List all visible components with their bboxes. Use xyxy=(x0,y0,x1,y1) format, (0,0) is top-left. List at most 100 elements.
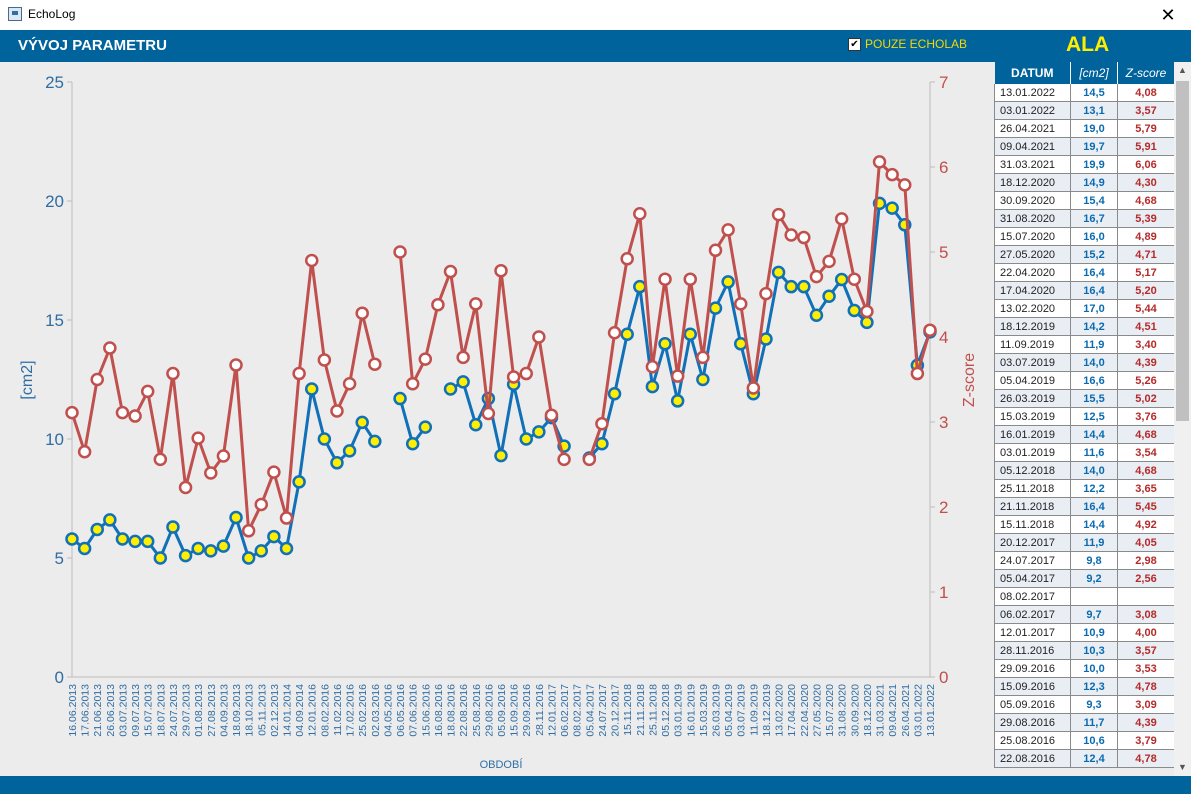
zscore-series-point xyxy=(128,409,142,423)
table-row[interactable]: 18.12.2020 14,9 4,30 xyxy=(994,173,1175,192)
table-row[interactable]: 31.08.2020 16,7 5,39 xyxy=(994,209,1175,228)
table-row[interactable]: 25.11.2018 12,2 3,65 xyxy=(994,479,1175,498)
row-zscore: 3,53 xyxy=(1117,659,1175,678)
table-row[interactable]: 13.02.2020 17,0 5,44 xyxy=(994,299,1175,318)
zscore-series-point xyxy=(254,497,269,512)
scroll-up-icon[interactable]: ▲ xyxy=(1174,62,1191,79)
row-zscore: 4,39 xyxy=(1117,353,1175,372)
table-row[interactable]: 03.01.2019 11,6 3,54 xyxy=(994,443,1175,462)
table-row[interactable]: 08.02.2017 xyxy=(994,587,1175,606)
zscore-series-point xyxy=(166,366,180,381)
row-zscore: 4,30 xyxy=(1117,173,1175,192)
parameter-code: ALA xyxy=(1066,33,1110,56)
column-header-zscore[interactable]: Z-score xyxy=(1117,62,1175,84)
zscore-series-point xyxy=(519,366,533,381)
x-tick-label: 11.02.2016 xyxy=(332,684,344,736)
scrollbar-thumb[interactable] xyxy=(1176,81,1189,421)
table-row[interactable]: 15.11.2018 14,4 4,92 xyxy=(994,515,1175,534)
table-row[interactable]: 18.12.2019 14,2 4,51 xyxy=(994,317,1175,336)
table-row[interactable]: 22.04.2020 16,4 5,17 xyxy=(994,263,1175,282)
table-row[interactable]: 05.04.2017 9,2 2,56 xyxy=(994,569,1175,588)
x-tick-label: 18.12.2020 xyxy=(862,684,874,737)
row-value: 19,0 xyxy=(1070,119,1118,138)
close-button[interactable]: ✕ xyxy=(1160,5,1176,25)
row-date: 31.08.2020 xyxy=(994,209,1071,228)
table-row[interactable]: 17.04.2020 16,4 5,20 xyxy=(994,281,1175,300)
table-row[interactable]: 06.02.2017 9,7 3,08 xyxy=(994,605,1175,624)
cm2-series-point xyxy=(670,394,685,408)
table-row[interactable]: 15.03.2019 12,5 3,76 xyxy=(994,407,1175,426)
table-row[interactable]: 13.01.2022 14,5 4,08 xyxy=(994,84,1175,102)
cm2-series-point xyxy=(103,513,117,527)
x-tick-label: 05.04.2019 xyxy=(723,684,735,737)
table-row[interactable]: 15.09.2016 12,3 4,78 xyxy=(994,677,1175,696)
table-row[interactable]: 16.01.2019 14,4 4,68 xyxy=(994,425,1175,444)
x-tick-label: 03.07.2013 xyxy=(117,684,129,737)
row-zscore: 4,89 xyxy=(1117,227,1175,246)
echolab-checkbox[interactable]: ✔ xyxy=(848,38,861,51)
row-value: 12,2 xyxy=(1070,479,1118,498)
x-tick-label: 24.07.2013 xyxy=(168,684,180,737)
table-row[interactable]: 03.07.2019 14,0 4,39 xyxy=(994,353,1175,372)
x-tick-label: 24.07.2017 xyxy=(597,684,609,737)
x-tick-label: 29.07.2013 xyxy=(181,684,193,737)
x-tick-label: 21.06.2013 xyxy=(92,684,104,737)
row-zscore: 5,26 xyxy=(1117,371,1175,390)
zscore-series-point xyxy=(544,408,559,422)
table-row[interactable]: 26.03.2019 15,5 5,02 xyxy=(994,389,1175,408)
x-tick-label: 29.09.2016 xyxy=(521,684,533,737)
zscore-series-point xyxy=(784,228,798,242)
table-row[interactable]: 30.09.2020 15,4 4,68 xyxy=(994,191,1175,210)
table-row[interactable]: 05.04.2019 16,6 5,26 xyxy=(994,371,1175,390)
table-row[interactable]: 22.08.2016 12,4 4,78 xyxy=(994,749,1175,768)
scroll-down-icon[interactable]: ▼ xyxy=(1174,759,1191,776)
table-row[interactable]: 26.04.2021 19,0 5,79 xyxy=(994,119,1175,138)
table-row[interactable]: 03.01.2022 13,1 3,57 xyxy=(994,101,1175,120)
table-row[interactable]: 28.11.2016 10,3 3,57 xyxy=(994,641,1175,660)
table-row[interactable]: 20.12.2017 11,9 4,05 xyxy=(994,533,1175,552)
zscore-series-point xyxy=(494,263,508,278)
zscore-series-point xyxy=(267,465,281,479)
table-scrollbar[interactable]: ▲ ▼ xyxy=(1174,62,1191,776)
zscore-series-point xyxy=(910,366,925,381)
cm2-series-point xyxy=(494,448,508,463)
cm2-series-point xyxy=(153,551,168,565)
zscore-series-point xyxy=(279,511,294,525)
table-row[interactable]: 29.09.2016 10,0 3,53 xyxy=(994,659,1175,678)
table-row[interactable]: 12.01.2017 10,9 4,00 xyxy=(994,623,1175,642)
cm2-series-point xyxy=(267,529,281,544)
y-tick-label: 20 xyxy=(45,192,64,211)
cm2-series-point xyxy=(708,301,723,315)
row-date: 17.04.2020 xyxy=(994,281,1071,300)
table-row[interactable]: 27.05.2020 15,2 4,71 xyxy=(994,245,1175,264)
zscore-series-point xyxy=(292,366,306,381)
row-value: 19,9 xyxy=(1070,155,1118,174)
row-value: 14,4 xyxy=(1070,425,1118,444)
table-row[interactable]: 25.08.2016 10,6 3,79 xyxy=(994,731,1175,750)
column-header-date[interactable]: DATUM xyxy=(994,62,1071,84)
table-row[interactable]: 05.09.2016 9,3 3,09 xyxy=(994,695,1175,714)
zscore-series-point xyxy=(481,406,496,421)
cm2-series-point xyxy=(279,541,294,556)
x-tick-label: 18.09.2013 xyxy=(231,684,243,737)
row-value: 16,7 xyxy=(1070,209,1118,228)
table-row[interactable]: 11.09.2019 11,9 3,40 xyxy=(994,335,1175,354)
table-row[interactable]: 09.04.2021 19,7 5,91 xyxy=(994,137,1175,156)
row-date: 15.09.2016 xyxy=(994,677,1071,696)
table-row[interactable]: 31.03.2021 19,9 6,06 xyxy=(994,155,1175,174)
row-zscore xyxy=(1117,587,1175,606)
row-value: 16,4 xyxy=(1070,281,1118,300)
row-date: 18.12.2019 xyxy=(994,317,1071,336)
table-row[interactable]: 29.08.2016 11,7 4,39 xyxy=(994,713,1175,732)
table-row[interactable]: 15.07.2020 16,0 4,89 xyxy=(994,227,1175,246)
table-row[interactable]: 05.12.2018 14,0 4,68 xyxy=(994,461,1175,480)
x-tick-label: 03.01.2022 xyxy=(912,684,924,737)
cm2-series-point xyxy=(809,308,824,322)
cm2-series-point xyxy=(797,279,811,294)
x-tick-label: 15.11.2018 xyxy=(622,684,634,736)
table-row[interactable]: 21.11.2018 16,4 5,45 xyxy=(994,497,1175,516)
column-header-value[interactable]: [cm2] xyxy=(1070,62,1118,84)
row-date: 26.03.2019 xyxy=(994,389,1071,408)
table-row[interactable]: 24.07.2017 9,8 2,98 xyxy=(994,551,1175,570)
row-zscore: 4,68 xyxy=(1117,425,1175,444)
